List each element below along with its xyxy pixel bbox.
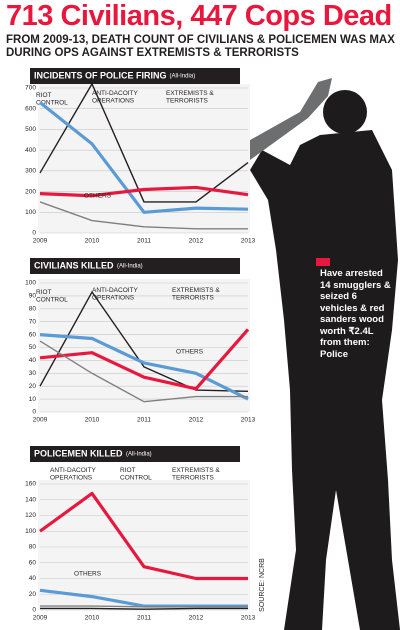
callout-marker xyxy=(316,258,330,266)
soldier-silhouette xyxy=(250,90,400,630)
y-tick-label: 100 xyxy=(25,528,36,535)
chart-title: INCIDENTS OF POLICE FIRING xyxy=(34,70,167,80)
x-tick-label: 2010 xyxy=(85,417,100,424)
source-note: SOURCE: NCRB xyxy=(259,558,266,612)
y-tick-label: 300 xyxy=(25,168,36,175)
plot-area xyxy=(38,480,250,610)
rifle-silhouette xyxy=(226,78,332,172)
x-tick-label: 2010 xyxy=(85,615,100,622)
series-line xyxy=(39,101,249,214)
y-tick-label: 20 xyxy=(29,591,37,598)
series-line xyxy=(39,333,249,401)
x-tick-label: 2009 xyxy=(33,615,48,622)
x-tick-label: 2011 xyxy=(137,615,151,622)
series-label: EXTREMISTS & TERRORISTS xyxy=(166,90,214,105)
x-tick-label: 2013 xyxy=(241,417,256,424)
series-label: ANTI-DACOITY OPERATIONS xyxy=(92,90,139,105)
series-line xyxy=(39,491,248,581)
x-tick-label: 2012 xyxy=(189,417,204,424)
y-tick-label: 30 xyxy=(29,370,37,377)
series-label: OTHERS xyxy=(74,571,102,578)
series-line xyxy=(39,291,249,393)
x-tick-label: 2012 xyxy=(189,615,204,622)
series-label: RIOT CONTROL xyxy=(120,467,152,482)
series-label: RIOT CONTROL xyxy=(36,289,68,304)
y-tick-label: 70 xyxy=(29,318,37,325)
series-label: EXTREMISTS & TERRORISTS xyxy=(172,467,220,482)
series-label: RIOT CONTROL xyxy=(36,92,68,107)
y-tick-label: 80 xyxy=(29,544,37,551)
series-line xyxy=(40,605,248,608)
y-tick-label: 60 xyxy=(29,331,37,338)
y-tick-label: 0 xyxy=(32,230,36,237)
y-tick-label: 0 xyxy=(32,409,36,416)
series-line xyxy=(39,185,249,198)
x-tick-label: 2010 xyxy=(85,238,100,245)
x-tick-label: 2011 xyxy=(137,238,151,245)
chart-title: CIVILIANS KILLED xyxy=(34,260,114,270)
series-label: EXTREMISTS & TERRORISTS xyxy=(172,287,220,302)
series-line xyxy=(39,328,250,391)
y-tick-label: 700 xyxy=(25,85,36,92)
y-tick-label: 40 xyxy=(29,357,37,364)
series-label: ANTI-DACOITY OPERATIONS xyxy=(92,287,139,302)
chart-header xyxy=(30,446,240,462)
chart-subtitle: (All-India) xyxy=(170,74,196,80)
series-line xyxy=(39,340,248,403)
series-line xyxy=(40,607,248,610)
x-tick-label: 2012 xyxy=(189,238,204,245)
chart-title: POLICEMEN KILLED xyxy=(34,448,123,458)
y-tick-label: 200 xyxy=(25,188,36,195)
x-tick-label: 2013 xyxy=(241,615,256,622)
y-tick-label: 80 xyxy=(29,306,37,313)
chart-subtitle: (All-India) xyxy=(126,452,152,458)
series-label: ANTI-DACOITY OPERATIONS xyxy=(50,467,97,482)
chart-header xyxy=(30,68,240,84)
y-tick-label: 120 xyxy=(25,512,36,519)
page-subtitle: FROM 2009-13, DEATH COUNT OF CIVILIANS &… xyxy=(6,34,395,59)
y-tick-label: 50 xyxy=(29,344,37,351)
series-line xyxy=(39,588,248,608)
y-tick-label: 400 xyxy=(25,147,36,154)
y-tick-label: 10 xyxy=(29,396,37,403)
series-line xyxy=(39,201,248,230)
y-tick-label: 160 xyxy=(25,481,36,488)
x-tick-label: 2009 xyxy=(33,417,48,424)
y-tick-label: 100 xyxy=(25,209,36,216)
chart-header xyxy=(30,258,240,274)
series-label: OTHERS xyxy=(84,193,112,200)
callout-text: Have arrested 14 smugglers & seized 6 ve… xyxy=(320,268,391,360)
x-tick-label: 2009 xyxy=(33,238,48,245)
y-tick-label: 20 xyxy=(29,383,37,390)
y-tick-label: 140 xyxy=(25,496,36,503)
chart-subtitle: (All-India) xyxy=(117,264,143,270)
page-title: 713 Civilians, 447 Cops Dead xyxy=(6,0,392,32)
plot-area xyxy=(38,279,250,412)
y-tick-label: 500 xyxy=(25,126,36,133)
y-tick-label: 100 xyxy=(25,280,36,287)
x-tick-label: 2013 xyxy=(241,238,256,245)
y-tick-label: 0 xyxy=(32,607,36,614)
y-tick-label: 600 xyxy=(25,105,36,112)
series-label: OTHERS xyxy=(176,349,204,356)
y-tick-label: 40 xyxy=(29,575,37,582)
y-tick-label: 90 xyxy=(29,293,37,300)
y-tick-label: 60 xyxy=(29,559,37,566)
x-tick-label: 2011 xyxy=(137,417,151,424)
